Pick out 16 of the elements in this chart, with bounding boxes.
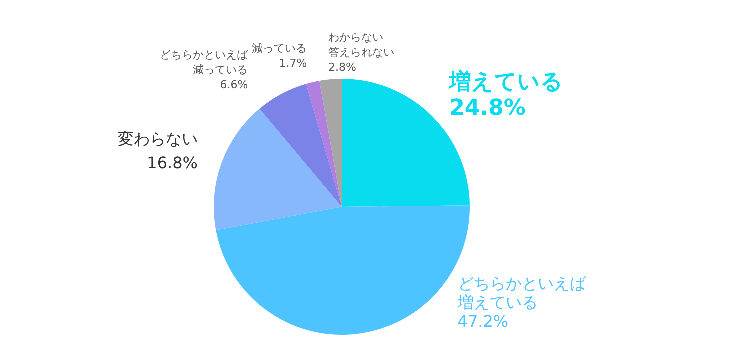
pie-slice [260, 84, 342, 207]
data-label: 6.6% [220, 78, 248, 92]
slice-label: 増えている [448, 69, 564, 96]
pie-slice [214, 108, 342, 230]
slice-label: わからない答えられない [328, 31, 395, 60]
slice-label: どちらかといえば増えている [456, 274, 587, 312]
data-label: 1.7% [279, 57, 308, 70]
pie-slice [320, 79, 342, 207]
data-label: 47.2% [458, 312, 509, 331]
data-label: 16.8% [147, 153, 198, 172]
data-label: 24.8% [450, 96, 526, 122]
slice-label: 変わらない [118, 129, 198, 148]
slice-label: 減っている [252, 42, 308, 56]
data-label: 2.8% [328, 61, 356, 74]
pie-slice [306, 80, 342, 207]
slice-label: どちらかといえば減っている [160, 48, 250, 77]
